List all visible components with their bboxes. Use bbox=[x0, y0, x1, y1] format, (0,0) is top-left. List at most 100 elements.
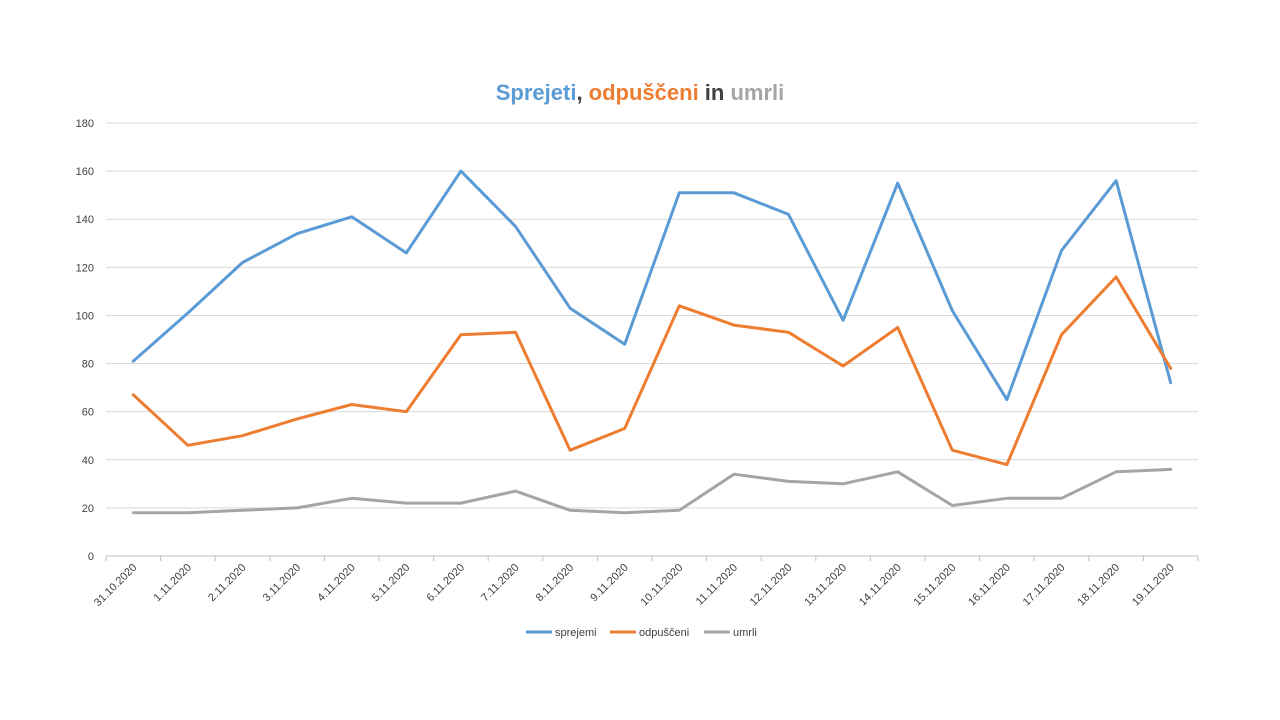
x-tick-label-10: 10.11.2020 bbox=[639, 562, 686, 609]
data-point-sprejemi-7 bbox=[514, 225, 517, 228]
data-point-sprejemi-5 bbox=[405, 251, 408, 254]
y-tick-label-40: 40 bbox=[82, 455, 94, 467]
data-point-odpuščeni-6 bbox=[459, 333, 462, 336]
y-tick-label-0: 0 bbox=[88, 551, 94, 563]
x-tick-label-3: 3.11.2020 bbox=[261, 562, 304, 605]
data-point-odpuščeni-16 bbox=[1005, 463, 1008, 466]
data-point-umrli-4 bbox=[350, 497, 353, 500]
x-tick-label-12: 12.11.2020 bbox=[748, 562, 795, 609]
y-tick-label-60: 60 bbox=[82, 407, 94, 419]
data-point-sprejemi-13 bbox=[842, 319, 845, 322]
x-tick-label-15: 15.11.2020 bbox=[912, 562, 959, 609]
data-point-umrli-17 bbox=[1060, 497, 1063, 500]
x-tick-label-2: 2.11.2020 bbox=[206, 562, 249, 605]
chart-title-part-1: Sprejeti bbox=[495, 80, 577, 105]
data-point-umrli-10 bbox=[678, 509, 681, 512]
x-tick-label-19: 19.11.2020 bbox=[1130, 562, 1177, 609]
data-point-sprejemi-19 bbox=[1169, 381, 1172, 384]
chart-title-part-5: umrli bbox=[730, 80, 785, 105]
y-tick-label-20: 20 bbox=[82, 503, 94, 515]
data-point-sprejemi-16 bbox=[1005, 398, 1008, 401]
x-tick-label-0: 31.10.2020 bbox=[92, 562, 139, 609]
chart-title-part-2: , bbox=[576, 80, 589, 105]
x-tick-label-6: 6.11.2020 bbox=[425, 562, 468, 605]
data-point-sprejemi-2 bbox=[241, 261, 244, 264]
y-tick-label-120: 120 bbox=[76, 262, 94, 274]
x-tick-label-8: 8.11.2020 bbox=[534, 562, 577, 605]
data-point-odpuščeni-8 bbox=[569, 449, 572, 452]
data-point-odpuščeni-19 bbox=[1169, 367, 1172, 370]
data-point-sprejemi-15 bbox=[951, 309, 954, 312]
x-tick-label-16: 16.11.2020 bbox=[966, 562, 1013, 609]
data-point-odpuščeni-15 bbox=[951, 449, 954, 452]
data-point-umrli-16 bbox=[1005, 497, 1008, 500]
data-point-sprejemi-14 bbox=[896, 182, 899, 185]
x-tick-label-7: 7.11.2020 bbox=[479, 562, 522, 605]
data-point-umrli-7 bbox=[514, 490, 517, 493]
data-point-sprejemi-17 bbox=[1060, 249, 1063, 252]
data-point-odpuščeni-0 bbox=[132, 393, 135, 396]
x-tick-label-13: 13.11.2020 bbox=[802, 562, 849, 609]
y-tick-label-180: 180 bbox=[76, 118, 94, 130]
data-point-odpuščeni-12 bbox=[787, 331, 790, 334]
series-line-odpuščeni bbox=[131, 275, 1173, 467]
legend-label-sprejemi: sprejemi bbox=[555, 627, 597, 639]
x-tick-label-14: 14.11.2020 bbox=[857, 562, 904, 609]
data-point-umrli-1 bbox=[186, 511, 189, 514]
data-point-odpuščeni-4 bbox=[350, 403, 353, 406]
data-point-odpuščeni-14 bbox=[896, 326, 899, 329]
data-point-umrli-0 bbox=[132, 511, 135, 514]
data-point-odpuščeni-17 bbox=[1060, 333, 1063, 336]
data-point-umrli-2 bbox=[241, 509, 244, 512]
data-point-sprejemi-11 bbox=[732, 191, 735, 194]
x-tick-label-4: 4.11.2020 bbox=[315, 562, 358, 605]
y-tick-label-160: 160 bbox=[76, 166, 94, 178]
data-point-odpuščeni-5 bbox=[405, 410, 408, 413]
data-point-odpuščeni-7 bbox=[514, 331, 517, 334]
data-point-odpuščeni-3 bbox=[296, 417, 299, 420]
y-tick-label-80: 80 bbox=[82, 359, 94, 371]
data-point-sprejemi-18 bbox=[1115, 179, 1118, 182]
chart-title: Sprejeti, odpuščeni in umrli bbox=[0, 80, 1280, 106]
data-point-umrli-13 bbox=[842, 482, 845, 485]
x-tick-label-11: 11.11.2020 bbox=[694, 562, 740, 608]
y-tick-label-140: 140 bbox=[76, 214, 94, 226]
data-point-sprejemi-9 bbox=[623, 343, 626, 346]
data-point-umrli-12 bbox=[787, 480, 790, 483]
data-point-odpuščeni-18 bbox=[1115, 275, 1118, 278]
data-point-sprejemi-3 bbox=[296, 232, 299, 235]
data-point-sprejemi-8 bbox=[569, 307, 572, 310]
data-point-odpuščeni-11 bbox=[732, 324, 735, 327]
series-line-sprejemi bbox=[131, 169, 1173, 402]
data-point-umrli-19 bbox=[1169, 468, 1172, 471]
data-point-odpuščeni-10 bbox=[678, 304, 681, 307]
x-tick-label-5: 5.11.2020 bbox=[370, 562, 413, 605]
x-tick-label-1: 1.11.2020 bbox=[152, 562, 195, 605]
data-point-sprejemi-4 bbox=[350, 215, 353, 218]
y-tick-label-100: 100 bbox=[76, 310, 94, 322]
data-point-umrli-15 bbox=[951, 504, 954, 507]
series-line-umrli bbox=[131, 467, 1173, 515]
data-point-umrli-11 bbox=[732, 473, 735, 476]
data-point-umrli-18 bbox=[1115, 470, 1118, 473]
x-tick-label-9: 9.11.2020 bbox=[588, 562, 631, 605]
data-point-sprejemi-1 bbox=[186, 312, 189, 315]
data-point-sprejemi-10 bbox=[678, 191, 681, 194]
chart-title-part-3: odpuščeni bbox=[588, 80, 699, 105]
data-point-umrli-8 bbox=[569, 509, 572, 512]
data-point-umrli-14 bbox=[896, 470, 899, 473]
x-tick-label-18: 18.11.2020 bbox=[1075, 562, 1122, 609]
data-point-umrli-9 bbox=[623, 511, 626, 514]
data-point-odpuščeni-13 bbox=[842, 364, 845, 367]
data-point-sprejemi-12 bbox=[787, 213, 790, 216]
data-point-sprejemi-6 bbox=[459, 170, 462, 173]
chart-title-part-4: in bbox=[698, 80, 731, 105]
data-point-odpuščeni-1 bbox=[186, 444, 189, 447]
x-tick-label-17: 17.11.2020 bbox=[1021, 562, 1068, 609]
data-point-umrli-6 bbox=[459, 502, 462, 505]
data-point-odpuščeni-9 bbox=[623, 427, 626, 430]
data-point-umrli-5 bbox=[405, 502, 408, 505]
data-point-sprejemi-0 bbox=[132, 360, 135, 363]
